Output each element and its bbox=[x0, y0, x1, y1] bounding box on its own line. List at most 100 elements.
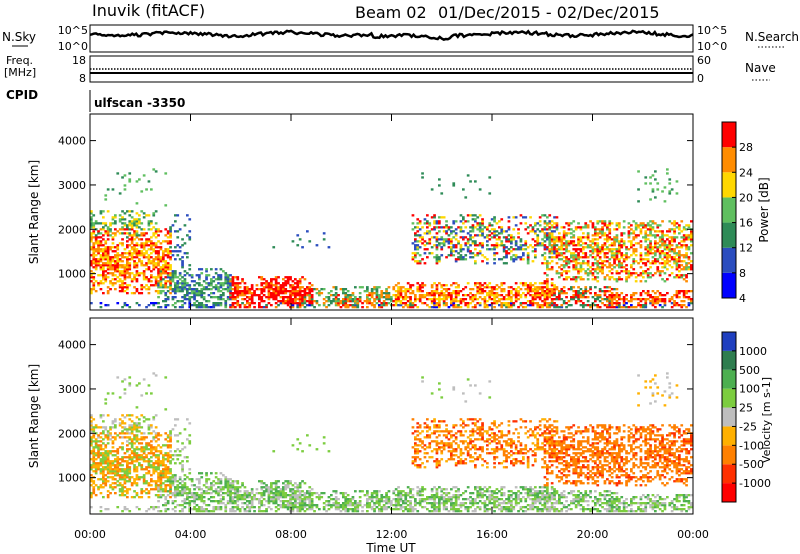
power-cell bbox=[543, 286, 547, 289]
velocity-cell bbox=[195, 504, 199, 507]
power-cell bbox=[210, 268, 213, 271]
velocity-cell bbox=[226, 492, 230, 495]
velocity-cell bbox=[169, 470, 172, 473]
velocity-cell bbox=[123, 478, 127, 481]
velocity-cell bbox=[90, 492, 93, 495]
power-cell bbox=[651, 260, 655, 263]
power-cell bbox=[565, 234, 568, 237]
power-cell bbox=[550, 300, 554, 303]
velocity-cell bbox=[174, 418, 177, 421]
power-cell bbox=[243, 292, 247, 295]
power-cell bbox=[663, 280, 667, 283]
power-cell bbox=[560, 244, 564, 247]
power-cell bbox=[411, 302, 415, 305]
power-cell bbox=[157, 260, 160, 263]
power-cell bbox=[123, 302, 127, 305]
power-cell bbox=[464, 302, 468, 305]
power-cell bbox=[188, 298, 192, 301]
power-cell bbox=[680, 306, 684, 309]
power-cell bbox=[538, 220, 542, 223]
power-cell bbox=[92, 252, 96, 255]
power-cell bbox=[270, 292, 273, 295]
power-cell bbox=[222, 298, 225, 301]
velocity-cell bbox=[224, 508, 228, 511]
power-cell bbox=[481, 242, 484, 245]
power-cell bbox=[102, 272, 105, 275]
power-cell bbox=[646, 254, 650, 257]
power-cell bbox=[490, 218, 494, 221]
power-cell bbox=[152, 276, 156, 279]
power-cell bbox=[289, 286, 292, 289]
velocity-cell bbox=[178, 482, 182, 485]
power-cell bbox=[392, 294, 396, 297]
power-cell bbox=[99, 268, 103, 271]
velocity-cell bbox=[238, 494, 242, 497]
power-cell bbox=[618, 304, 621, 307]
power-cell bbox=[109, 260, 112, 263]
power-cell bbox=[618, 296, 621, 299]
power-cell bbox=[152, 244, 156, 247]
power-cell bbox=[118, 218, 122, 221]
power-cell bbox=[416, 288, 420, 291]
power-cell bbox=[373, 292, 376, 295]
power-cell bbox=[219, 302, 223, 305]
power-cell bbox=[442, 226, 446, 229]
power-cell bbox=[169, 274, 172, 277]
power-cell bbox=[661, 266, 664, 269]
power-cell bbox=[186, 256, 189, 259]
power-cell bbox=[598, 294, 602, 297]
velocity-cell bbox=[147, 508, 151, 511]
power-cell bbox=[586, 238, 590, 241]
velocity-cell bbox=[99, 414, 103, 417]
velocity-cell bbox=[183, 446, 187, 449]
power-cell bbox=[404, 288, 408, 291]
power-cell bbox=[644, 176, 648, 179]
power-cell bbox=[577, 298, 580, 301]
power-cell bbox=[548, 290, 552, 293]
power-cell bbox=[474, 180, 477, 183]
power-cell bbox=[140, 244, 144, 247]
power-cell bbox=[445, 290, 448, 293]
power-cell bbox=[195, 290, 199, 293]
power-cell bbox=[418, 286, 422, 289]
power-cell bbox=[582, 302, 585, 305]
velocity-cell bbox=[174, 478, 177, 481]
power-cell bbox=[622, 220, 626, 223]
power-cell bbox=[562, 234, 566, 237]
velocity-cell bbox=[118, 462, 122, 465]
power-cell bbox=[90, 290, 93, 293]
power-cell bbox=[529, 288, 532, 291]
velocity-cell bbox=[159, 446, 163, 449]
power-cell bbox=[123, 268, 127, 271]
velocity-cell bbox=[198, 472, 201, 475]
velocity-cell bbox=[169, 460, 172, 463]
power-cell bbox=[601, 302, 604, 305]
power-cell bbox=[92, 230, 96, 233]
power-cell bbox=[102, 228, 105, 231]
power-cell bbox=[685, 236, 688, 239]
power-cell bbox=[193, 288, 196, 291]
velocity-cell bbox=[102, 420, 105, 423]
velocity-cell bbox=[94, 462, 98, 465]
power-cell bbox=[397, 304, 400, 307]
power-cell bbox=[380, 306, 384, 309]
power-cell bbox=[174, 302, 177, 305]
power-cell bbox=[428, 222, 432, 225]
power-cell bbox=[90, 292, 93, 295]
velocity-cell bbox=[166, 472, 170, 475]
power-cell bbox=[198, 304, 201, 307]
power-cell bbox=[505, 246, 508, 249]
power-cell bbox=[133, 262, 136, 265]
power-cell bbox=[219, 304, 223, 307]
velocity-cell bbox=[250, 492, 254, 495]
power-cell bbox=[526, 246, 530, 249]
velocity-cell bbox=[133, 452, 136, 455]
power-cell bbox=[452, 302, 456, 305]
power-cell bbox=[505, 294, 508, 297]
power-cell bbox=[490, 236, 494, 239]
power-cell bbox=[109, 258, 112, 261]
velocity-cell bbox=[140, 438, 144, 441]
velocity-cell bbox=[162, 462, 165, 465]
velocity-cell bbox=[114, 466, 117, 469]
power-cell bbox=[555, 222, 559, 225]
